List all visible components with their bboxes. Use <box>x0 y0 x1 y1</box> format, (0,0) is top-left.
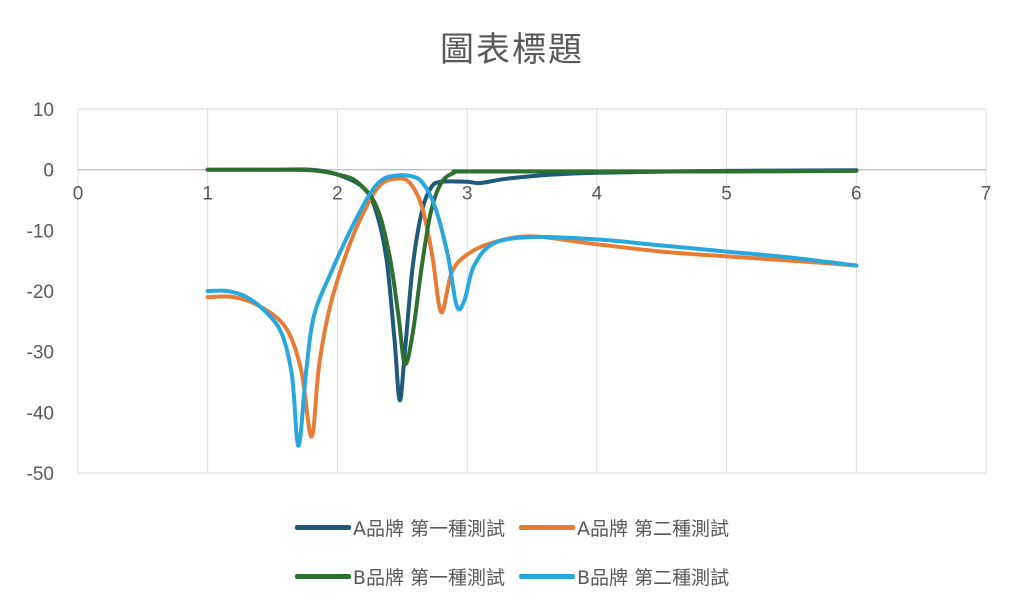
x-tick-label: 4 <box>592 184 603 205</box>
legend-swatch <box>294 574 351 579</box>
legend-item-a2[interactable]: A品牌 第二種測試 <box>519 514 729 541</box>
legend-label: A品牌 第一種測試 <box>352 518 505 540</box>
x-tick-label: 0 <box>73 184 84 205</box>
legend-swatch <box>519 525 575 530</box>
y-tick-label: 10 <box>33 100 54 121</box>
x-tick-label: 5 <box>721 184 732 205</box>
legend-swatch <box>519 574 575 579</box>
y-tick-label: -40 <box>27 403 54 424</box>
legend-label: A品牌 第二種測試 <box>577 518 730 540</box>
legend-row-1: A品牌 第一種測試 A品牌 第二種測試 <box>0 514 1024 541</box>
chart-title: 圖表標題 <box>440 30 584 70</box>
series-line-3 <box>205 167 859 367</box>
y-tick-label: 0 <box>43 161 54 182</box>
y-axis-ticks: 10 0 -10 -20 -30 -40 -50 <box>27 100 54 485</box>
series-layer <box>205 167 859 448</box>
x-tick-label: 2 <box>332 184 343 205</box>
y-tick-label: -50 <box>27 464 54 485</box>
y-tick-label: -20 <box>27 282 54 303</box>
y-tick-label: -30 <box>27 343 54 364</box>
legend-row-2: B品牌 第一種測試 B品牌 第二種測試 <box>0 563 1024 590</box>
x-tick-label: 1 <box>202 184 213 205</box>
y-tick-label: -10 <box>27 221 54 242</box>
x-tick-label: 3 <box>462 184 473 205</box>
legend-item-b2[interactable]: B品牌 第二種測試 <box>519 563 729 590</box>
legend-label: B品牌 第一種測試 <box>352 567 505 589</box>
series-line-4 <box>205 173 859 448</box>
x-tick-label: 7 <box>981 184 992 205</box>
legend-item-b1[interactable]: B品牌 第一種測試 <box>294 563 505 590</box>
x-tick-label: 6 <box>851 184 862 205</box>
series-line-2 <box>205 176 859 439</box>
x-axis-ticks: 0 1 2 3 4 5 6 7 <box>73 184 992 205</box>
legend-item-a1[interactable]: A品牌 第一種測試 <box>294 514 505 541</box>
legend-label: B品牌 第二種測試 <box>577 567 730 589</box>
legend-swatch <box>294 525 351 530</box>
